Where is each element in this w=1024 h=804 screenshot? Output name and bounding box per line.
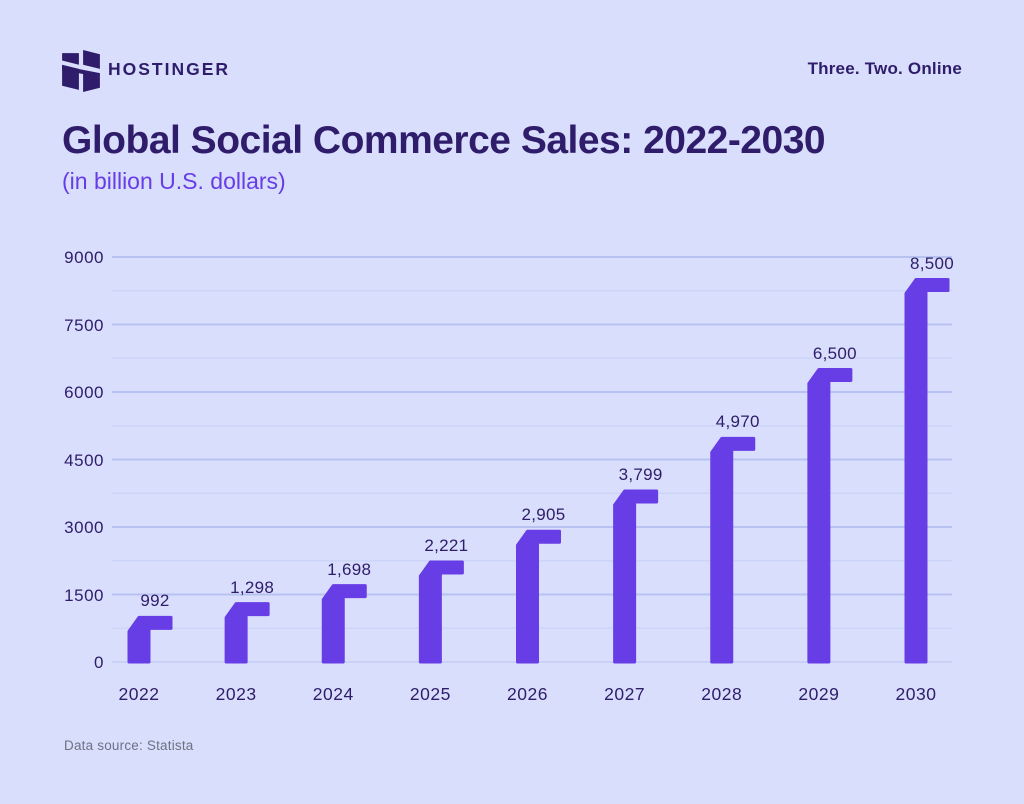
y-axis-label: 1500 bbox=[64, 585, 104, 605]
y-axis-label: 3000 bbox=[64, 518, 104, 537]
value-label: 2,221 bbox=[424, 536, 469, 556]
y-axis-label: 7500 bbox=[64, 315, 104, 335]
x-axis-label: 2025 bbox=[409, 684, 451, 704]
x-axis-label: 2024 bbox=[312, 684, 354, 704]
bar-2023 bbox=[224, 602, 270, 664]
value-label: 4,970 bbox=[715, 412, 760, 432]
x-axis-label: 2028 bbox=[701, 684, 743, 704]
data-source: Data source: Statista bbox=[64, 738, 194, 753]
y-axis-label: 9000 bbox=[64, 248, 104, 267]
value-label: 8,500 bbox=[909, 253, 955, 273]
x-axis-label: 2029 bbox=[798, 684, 840, 704]
x-axis-label: 2026 bbox=[507, 684, 548, 704]
chart-title: Global Social Commerce Sales: 2022-2030 bbox=[62, 119, 826, 162]
value-label: 1,298 bbox=[230, 577, 275, 597]
bar-2029 bbox=[807, 368, 853, 664]
bar-2027 bbox=[613, 489, 659, 664]
brand-tagline: Three. Two. Online bbox=[807, 59, 962, 78]
y-axis-label: 4500 bbox=[64, 450, 104, 470]
bar-2026 bbox=[516, 529, 561, 664]
x-axis-label: 2022 bbox=[118, 684, 160, 704]
brand-wordmark: HOSTINGER bbox=[108, 59, 231, 79]
bar-2022 bbox=[127, 615, 173, 664]
hostinger-logo-icon bbox=[62, 50, 100, 92]
bar-2028 bbox=[710, 436, 756, 664]
x-axis-label: 2027 bbox=[604, 684, 646, 704]
y-axis-label: 6000 bbox=[64, 383, 104, 402]
x-axis-label: 2023 bbox=[215, 684, 257, 704]
bar-2024 bbox=[321, 584, 367, 664]
y-axis-label: 0 bbox=[94, 653, 104, 672]
value-label: 3,799 bbox=[618, 465, 663, 485]
bar-2025 bbox=[418, 560, 464, 664]
x-axis-label: 2030 bbox=[895, 684, 937, 704]
value-label: 6,500 bbox=[812, 343, 857, 363]
value-label: 2,905 bbox=[521, 505, 566, 525]
chart-subtitle: (in billion U.S. dollars) bbox=[62, 168, 286, 194]
value-label: 1,698 bbox=[327, 559, 372, 579]
bar-2030 bbox=[904, 278, 950, 664]
value-label: 992 bbox=[140, 591, 170, 611]
